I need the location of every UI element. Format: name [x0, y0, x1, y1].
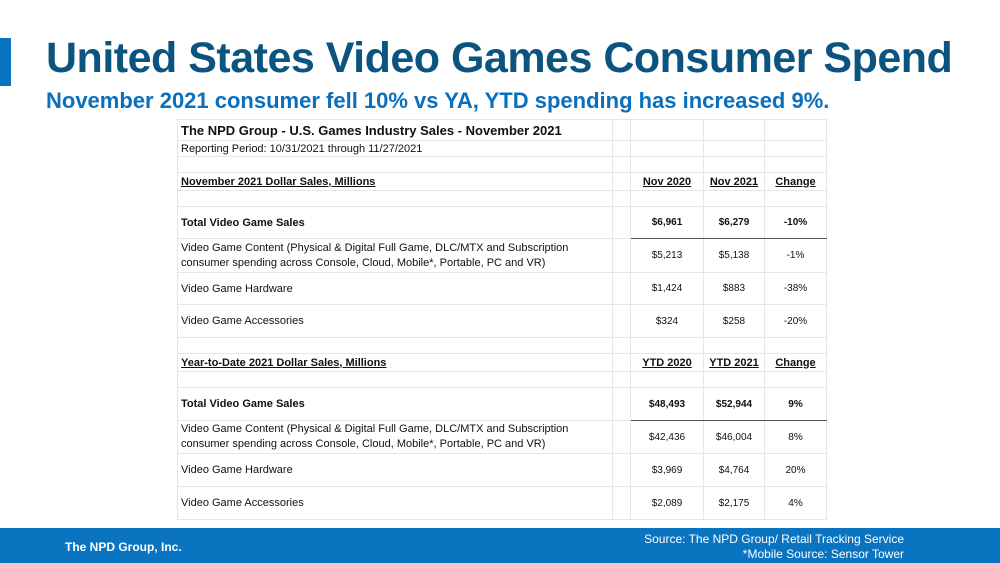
col-header: Change	[764, 172, 827, 191]
col-header: Nov 2021	[703, 172, 765, 191]
reporting-period: Reporting Period: 10/31/2021 through 11/…	[177, 140, 613, 157]
page-title: United States Video Games Consumer Spend	[46, 34, 953, 82]
sales-table: The NPD Group - U.S. Games Industry Sale…	[177, 119, 827, 520]
monthly-header: November 2021 Dollar Sales, Millions	[177, 172, 613, 191]
ytd-header: Year-to-Date 2021 Dollar Sales, Millions	[177, 353, 613, 372]
table-row: Video Game Accessories $324 $258 -20%	[177, 304, 827, 338]
col-header: Nov 2020	[630, 172, 704, 191]
table-title: The NPD Group - U.S. Games Industry Sale…	[177, 119, 613, 141]
col-header: YTD 2020	[630, 353, 704, 372]
accent-bar	[0, 38, 11, 86]
col-header: YTD 2021	[703, 353, 765, 372]
footer-bar: The NPD Group, Inc. Source: The NPD Grou…	[0, 528, 1000, 563]
table-row: Video Game Accessories $2,089 $2,175 4%	[177, 486, 827, 520]
table-row: Video Game Hardware $1,424 $883 -38%	[177, 272, 827, 305]
table-row: Total Video Game Sales $6,961 $6,279 -10%	[177, 206, 827, 239]
source-note: Source: The NPD Group/ Retail Tracking S…	[644, 532, 904, 561]
table-row: Video Game Content (Physical & Digital F…	[177, 238, 827, 273]
table-row: Video Game Content (Physical & Digital F…	[177, 420, 827, 454]
company-name: The NPD Group, Inc.	[65, 540, 182, 554]
table-row: Video Game Hardware $3,969 $4,764 20%	[177, 453, 827, 487]
table-row: Total Video Game Sales $48,493 $52,944 9%	[177, 387, 827, 421]
page-subtitle: November 2021 consumer fell 10% vs YA, Y…	[46, 88, 830, 113]
col-header: Change	[764, 353, 827, 372]
